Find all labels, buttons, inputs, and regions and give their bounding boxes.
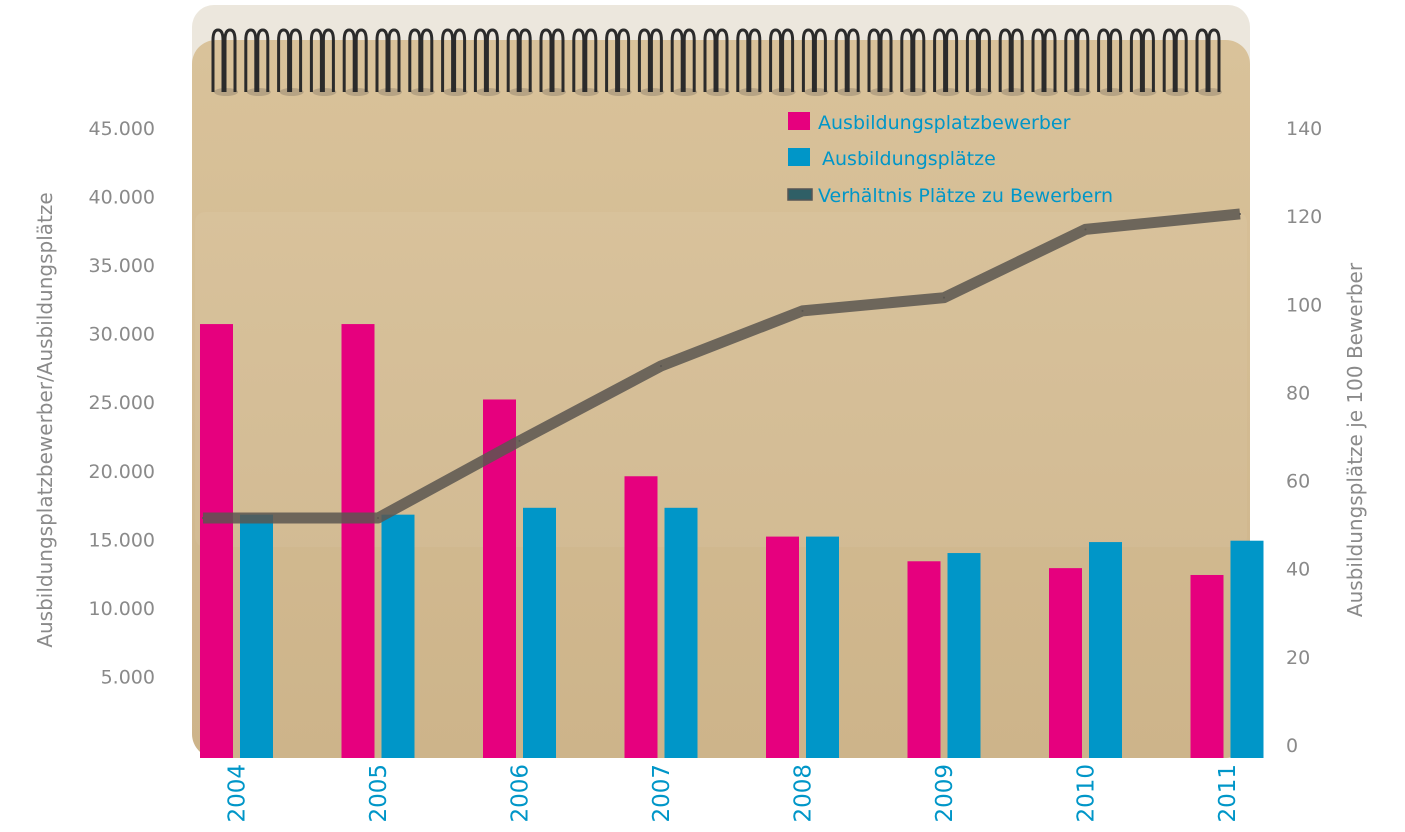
bar-series	[200, 324, 1264, 758]
left-tick-label: 40.000	[89, 187, 155, 209]
bar-plaetze	[1230, 540, 1264, 758]
spiral-ring	[342, 28, 370, 96]
spiral-ring	[1031, 28, 1058, 96]
spiral-binding	[211, 28, 1222, 96]
spiral-ring	[605, 28, 632, 96]
right-tick-label: 60	[1286, 471, 1310, 493]
spiral-ring	[539, 28, 566, 96]
spiral-ring	[900, 28, 927, 96]
bar-plaetze	[240, 514, 273, 758]
spiral-ring	[375, 28, 402, 96]
x-axis-labels: 2004 2005 2006 2007 2008 2009 2010 2011	[225, 764, 1242, 823]
spiral-ring	[244, 28, 271, 96]
right-axis-ticks: 0 20 40 60 80 100 120 140	[1286, 118, 1322, 757]
bar-bewerber	[624, 476, 658, 758]
bar-plaetze	[1089, 542, 1122, 758]
x-tick-label: 2011	[1215, 764, 1241, 823]
spiral-ring	[211, 28, 238, 96]
right-tick-label: 80	[1286, 382, 1310, 404]
x-tick-label: 2008	[791, 764, 817, 823]
line-series	[202, 208, 1241, 524]
bar-plaetze	[664, 507, 698, 758]
spiral-ring	[1064, 28, 1091, 96]
line-point	[202, 517, 204, 520]
right-tick-label: 0	[1286, 735, 1298, 757]
line-verhaeltnis	[203, 208, 1241, 524]
line-point	[801, 309, 804, 312]
right-axis-title: Ausbildungsplätze je 100 Bewerber	[1343, 262, 1367, 617]
legend-label-verhaeltnis: Verhältnis Plätze zu Bewerbern	[818, 185, 1113, 207]
spiral-ring	[1129, 28, 1157, 96]
left-tick-label: 5.000	[101, 666, 155, 688]
x-tick-label: 2004	[225, 764, 251, 823]
bar-plaetze	[947, 553, 981, 758]
right-tick-label: 20	[1286, 647, 1310, 669]
right-tick-label: 140	[1286, 118, 1322, 140]
spiral-ring	[1195, 28, 1222, 96]
left-tick-label: 45.000	[89, 118, 155, 140]
bar-bewerber	[1190, 574, 1224, 758]
line-point	[660, 364, 662, 367]
x-tick-label: 2010	[1074, 764, 1100, 823]
legend-label-plaetze: Ausbildungsplätze	[822, 148, 996, 170]
legend-swatch-plaetze	[788, 148, 810, 166]
spiral-ring	[1097, 28, 1124, 96]
spiral-ring	[965, 28, 993, 96]
legend: Ausbildungsplatzbewerber Ausbildungsplät…	[787, 112, 1113, 207]
spiral-ring	[1162, 28, 1190, 96]
bar-bewerber	[907, 561, 941, 758]
spiral-ring	[572, 28, 599, 96]
spiral-ring	[998, 28, 1026, 96]
spiral-ring	[933, 28, 960, 96]
line-point	[1239, 212, 1241, 215]
spiral-ring	[506, 28, 534, 96]
left-tick-label: 35.000	[89, 255, 155, 277]
spiral-ring	[408, 28, 435, 96]
bar-plaetze	[523, 507, 556, 758]
spiral-ring	[670, 28, 698, 96]
x-tick-label: 2006	[508, 764, 534, 823]
x-tick-label: 2007	[649, 764, 675, 823]
legend-swatch-verhaeltnis	[787, 188, 813, 201]
line-point	[377, 517, 379, 520]
line-point	[943, 296, 945, 299]
right-tick-label: 120	[1286, 206, 1322, 228]
bar-bewerber	[766, 536, 799, 758]
line-point	[1084, 228, 1087, 231]
left-tick-label: 20.000	[89, 461, 155, 483]
spiral-ring	[736, 28, 763, 96]
spiral-ring	[867, 28, 894, 96]
x-tick-label: 2009	[932, 764, 958, 823]
left-tick-label: 10.000	[89, 598, 155, 620]
x-tick-label: 2005	[366, 764, 392, 823]
spiral-ring	[801, 28, 829, 96]
notebook-page	[192, 40, 1250, 758]
bar-bewerber	[200, 324, 233, 758]
left-tick-label: 25.000	[89, 392, 155, 414]
bar-bewerber	[341, 324, 375, 758]
legend-swatch-bewerber	[788, 112, 810, 130]
notebook-background	[192, 5, 1250, 758]
right-tick-label: 40	[1286, 559, 1310, 581]
spiral-ring	[277, 28, 304, 96]
spiral-ring	[637, 28, 665, 96]
spiral-ring	[703, 28, 730, 96]
spiral-ring	[769, 28, 796, 96]
bar-plaetze	[806, 536, 839, 758]
legend-label-bewerber: Ausbildungsplatzbewerber	[818, 112, 1071, 134]
right-tick-label: 100	[1286, 294, 1322, 316]
left-axis-title: Ausbildungsplatzbewerber/Ausbildungsplät…	[33, 192, 57, 647]
left-tick-label: 15.000	[89, 529, 155, 551]
spiral-ring	[834, 28, 862, 96]
left-axis-ticks: 5.000 10.000 15.000 20.000 25.000 30.000 35.00…	[89, 118, 155, 688]
spiral-ring	[473, 28, 501, 96]
notebook-page-shade	[195, 212, 1247, 547]
spiral-ring	[441, 28, 468, 96]
line-point	[518, 439, 521, 442]
left-tick-label: 30.000	[89, 324, 155, 346]
spiral-ring	[309, 28, 337, 96]
bar-plaetze	[381, 514, 415, 758]
bar-bewerber	[1049, 568, 1082, 758]
